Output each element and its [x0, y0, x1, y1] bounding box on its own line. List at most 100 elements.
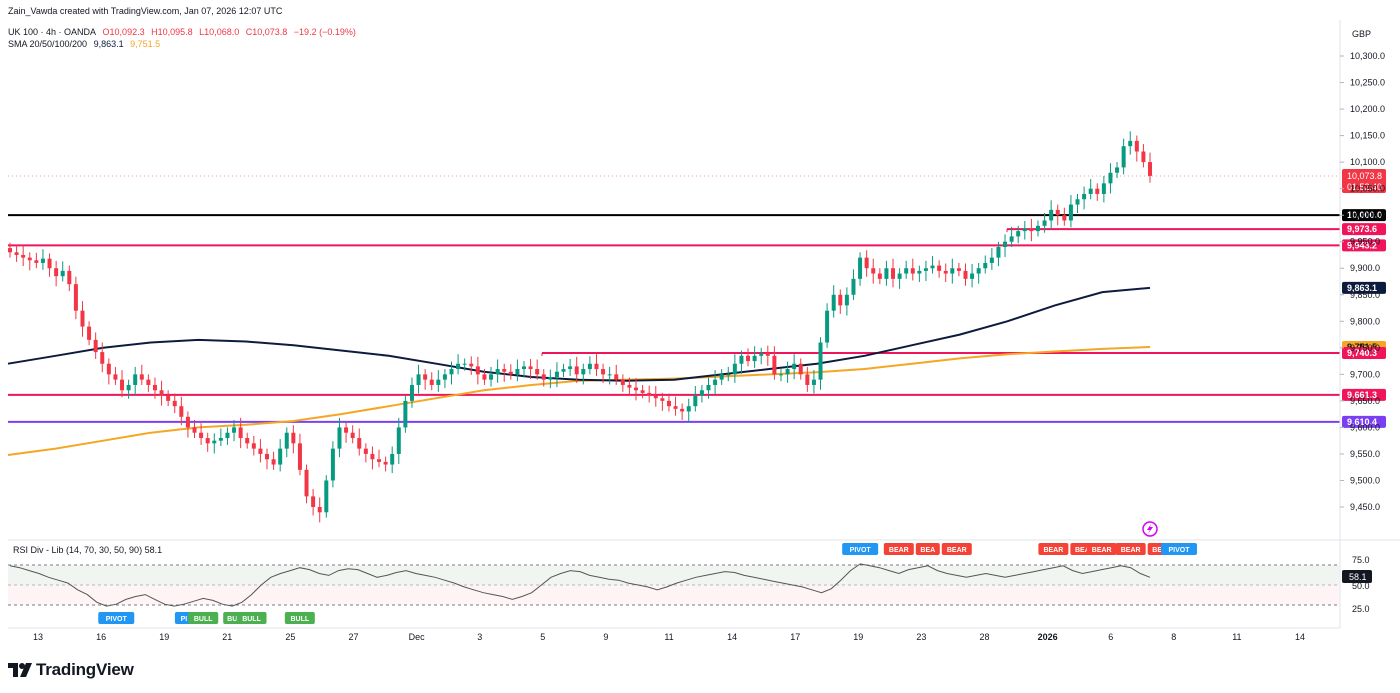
candle-body[interactable] — [1055, 209, 1060, 216]
candle-body[interactable] — [489, 374, 494, 380]
candle-body[interactable] — [746, 355, 751, 362]
candle-body[interactable] — [1062, 215, 1067, 221]
candle-body[interactable] — [106, 363, 111, 375]
candle-body[interactable] — [245, 438, 250, 444]
candle-body[interactable] — [825, 310, 830, 343]
candle-body[interactable] — [818, 342, 823, 380]
candle-body[interactable] — [152, 384, 157, 391]
candle-body[interactable] — [634, 387, 639, 391]
candle-body[interactable] — [317, 507, 322, 513]
candle-body[interactable] — [238, 427, 243, 439]
candle-body[interactable] — [937, 265, 942, 271]
lightning-icon[interactable] — [1142, 521, 1158, 537]
candle-body[interactable] — [554, 371, 559, 378]
candle-body[interactable] — [179, 406, 184, 417]
candle-body[interactable] — [521, 366, 526, 370]
candle-body[interactable] — [297, 443, 302, 470]
candle-body[interactable] — [93, 339, 98, 353]
candle-body[interactable] — [462, 363, 467, 365]
rsi-signal-bear[interactable] — [1038, 543, 1069, 555]
candle-body[interactable] — [284, 432, 289, 449]
symbol-label[interactable]: UK 100 · 4h · OANDA — [8, 27, 97, 37]
candle-body[interactable] — [350, 432, 355, 439]
candle-body[interactable] — [495, 369, 500, 375]
candle-body[interactable] — [502, 369, 507, 372]
candle-body[interactable] — [686, 406, 691, 412]
candle-body[interactable] — [1128, 140, 1133, 147]
rsi-signal-bear[interactable] — [1115, 543, 1146, 555]
candle-body[interactable] — [561, 369, 566, 372]
candle-body[interactable] — [904, 268, 909, 274]
rsi-signal-pivot[interactable] — [1160, 543, 1197, 555]
candle-body[interactable] — [956, 268, 961, 271]
candle-body[interactable] — [910, 268, 915, 274]
candle-body[interactable] — [614, 374, 619, 380]
candle-body[interactable] — [805, 374, 810, 385]
ohlc-legend[interactable]: UK 100 · 4h · OANDA O10,092.3 H10,095.8 … — [8, 27, 360, 37]
candle-body[interactable] — [891, 268, 896, 279]
rsi-signal-bear[interactable] — [1086, 543, 1117, 555]
candle-body[interactable] — [541, 374, 546, 380]
candle-body[interactable] — [798, 363, 803, 375]
candle-body[interactable] — [396, 427, 401, 454]
candle-body[interactable] — [930, 265, 935, 269]
candle-body[interactable] — [1049, 209, 1054, 221]
candle-body[interactable] — [416, 374, 421, 385]
candle-body[interactable] — [113, 374, 118, 380]
rsi-signal-bear[interactable] — [941, 543, 972, 555]
candle-body[interactable] — [792, 363, 797, 370]
candle-body[interactable] — [146, 379, 151, 385]
candle-body[interactable] — [14, 252, 19, 255]
candle-body[interactable] — [199, 432, 204, 439]
candle-body[interactable] — [950, 268, 955, 274]
candle-body[interactable] — [264, 453, 269, 460]
candle-body[interactable] — [436, 379, 441, 385]
candle-body[interactable] — [1115, 167, 1120, 173]
candle-body[interactable] — [185, 416, 190, 428]
candle-body[interactable] — [258, 448, 263, 454]
candle-body[interactable] — [752, 355, 757, 362]
candle-body[interactable] — [871, 268, 876, 274]
candle-body[interactable] — [535, 369, 540, 375]
candle-body[interactable] — [80, 310, 85, 327]
candle-body[interactable] — [390, 453, 395, 465]
candle-body[interactable] — [212, 440, 217, 444]
candle-body[interactable] — [706, 384, 711, 391]
candle-body[interactable] — [719, 374, 724, 380]
candle-body[interactable] — [1121, 146, 1126, 168]
candle-body[interactable] — [1035, 225, 1040, 232]
sma-legend[interactable]: SMA 20/50/100/200 9,863.1 9,751.5 — [8, 39, 164, 49]
candle-body[interactable] — [653, 395, 658, 399]
candle-body[interactable] — [943, 270, 948, 274]
candle-body[interactable] — [1042, 220, 1047, 226]
candle-body[interactable] — [831, 294, 836, 311]
candle-body[interactable] — [278, 448, 283, 465]
candle-body[interactable] — [647, 392, 652, 396]
candle-body[interactable] — [713, 379, 718, 385]
candle-body[interactable] — [970, 273, 975, 279]
candle-body[interactable] — [357, 438, 362, 449]
candle-body[interactable] — [442, 374, 447, 380]
candle-body[interactable] — [620, 379, 625, 385]
candle-body[interactable] — [811, 379, 816, 385]
rsi-signal-bear[interactable] — [915, 543, 940, 555]
tradingview-logo[interactable]: TradingView — [8, 660, 134, 680]
candle-body[interactable] — [225, 432, 230, 439]
candle-body[interactable] — [897, 273, 902, 279]
candle-body[interactable] — [363, 448, 368, 454]
candle-body[interactable] — [844, 294, 849, 306]
candle-body[interactable] — [403, 400, 408, 428]
candle-body[interactable] — [607, 374, 612, 376]
candle-body[interactable] — [581, 369, 586, 375]
candle-body[interactable] — [976, 268, 981, 274]
candle-body[interactable] — [515, 369, 520, 375]
candle-body[interactable] — [330, 448, 335, 481]
candle-body[interactable] — [324, 480, 329, 513]
candle-body[interactable] — [251, 443, 256, 449]
candle-body[interactable] — [344, 427, 349, 433]
candle-body[interactable] — [311, 496, 316, 507]
candle-body[interactable] — [739, 355, 744, 364]
candle-body[interactable] — [304, 469, 309, 497]
rsi-signal-bull[interactable] — [284, 612, 315, 624]
